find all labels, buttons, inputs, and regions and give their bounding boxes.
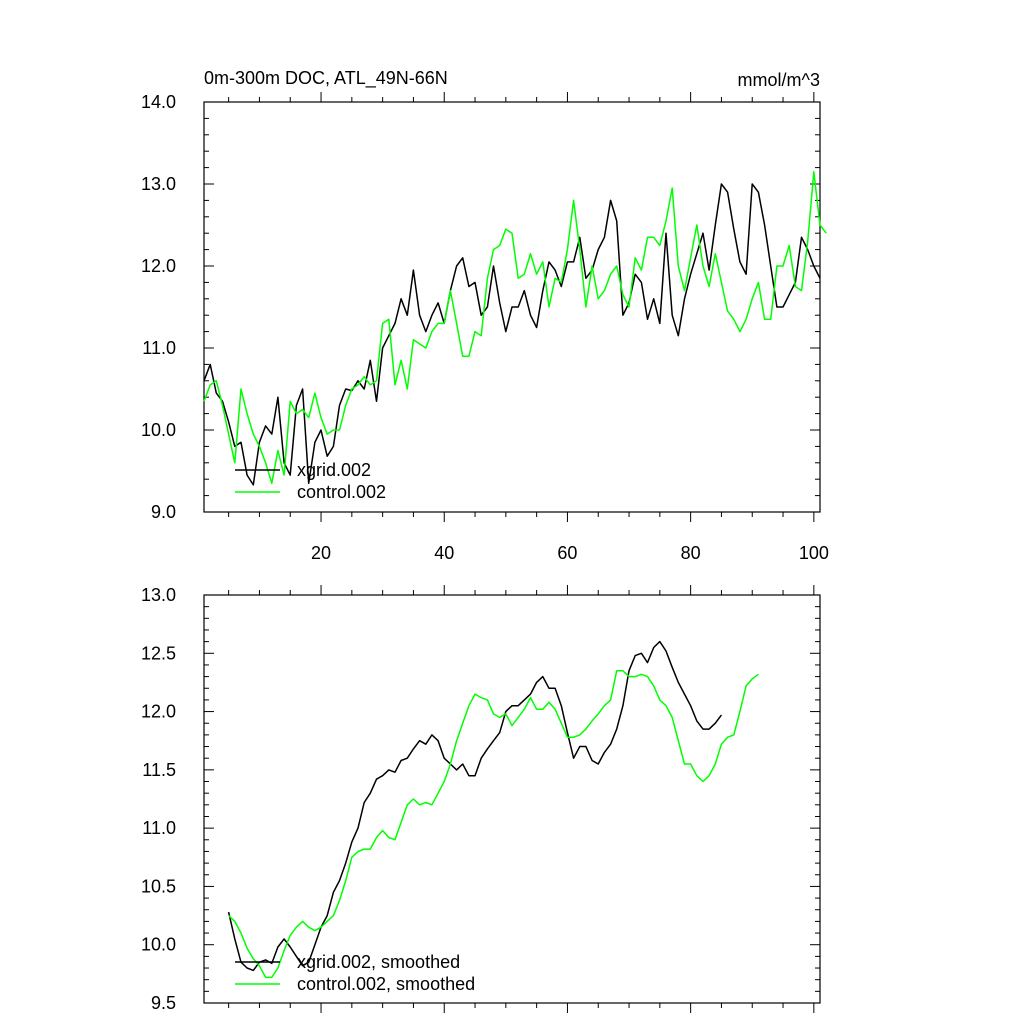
- x-tick-label: 60: [557, 543, 577, 563]
- x-tick-label: 20: [311, 543, 331, 563]
- y-tick-label: 12.0: [141, 256, 176, 276]
- top-panel: 0m-300m DOC, ATL_49N-66N mmol/m^3 9.0 10.…: [141, 68, 829, 563]
- tick-marks: [204, 92, 820, 522]
- y-tick-label: 10.0: [141, 420, 176, 440]
- series-line-control: [228, 670, 759, 979]
- y-tick-label: 10.0: [141, 935, 176, 955]
- y-tick-label: 11.0: [142, 338, 176, 358]
- legend-label: xgrid.002, smoothed: [297, 952, 460, 972]
- units-label: mmol/m^3: [738, 70, 820, 90]
- legend-label: control.002, smoothed: [297, 974, 475, 994]
- series-line-xgrid: [227, 640, 722, 972]
- series-line-xgrid: [203, 183, 821, 486]
- plot-frame: [203, 594, 821, 1004]
- series-line-control: [203, 170, 827, 485]
- y-tick-label: 12.5: [141, 643, 176, 663]
- bottom-panel: 9.5 10.0 10.5 11.0 11.5 12.0 12.5 13.0 xgrid.002…: [141, 585, 821, 1013]
- y-tick-label: 13.0: [141, 174, 176, 194]
- y-tick-label: 9.5: [151, 993, 176, 1013]
- legend-label: control.002: [297, 482, 386, 502]
- y-tick-label: 11.5: [142, 760, 176, 780]
- chart-title: 0m-300m DOC, ATL_49N-66N: [204, 68, 448, 89]
- x-tick-label: 80: [681, 543, 701, 563]
- y-tick-label: 12.0: [141, 702, 176, 722]
- y-tick-label: 9.0: [151, 502, 176, 522]
- legend-label: xgrid.002: [297, 460, 371, 480]
- x-tick-label: 40: [434, 543, 454, 563]
- y-tick-label: 13.0: [141, 585, 176, 605]
- tick-marks: [204, 585, 820, 1013]
- y-tick-label: 10.5: [141, 876, 176, 896]
- plot-frame: [203, 101, 821, 513]
- x-tick-label: 100: [799, 543, 829, 563]
- y-tick-label: 11.0: [142, 818, 176, 838]
- y-tick-label: 14.0: [141, 92, 176, 112]
